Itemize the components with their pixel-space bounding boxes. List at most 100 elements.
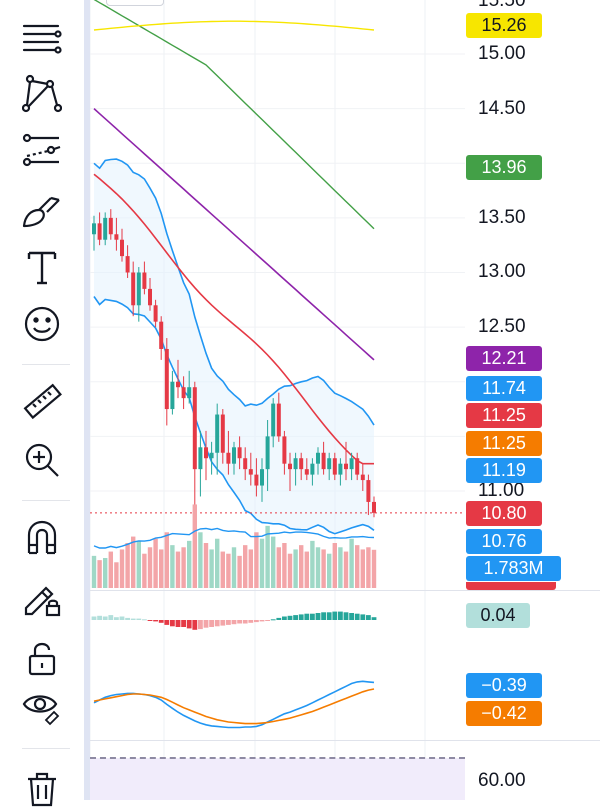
candle-body <box>321 452 326 470</box>
macd-histogram-bar <box>354 613 360 620</box>
candle-body <box>125 256 130 273</box>
volume-bar <box>203 543 209 588</box>
macd-histogram-bar <box>220 620 226 626</box>
price-axis-label: 11.00 <box>478 480 525 501</box>
emoji-icon[interactable] <box>14 302 70 346</box>
toolbar-divider <box>22 364 70 365</box>
price-chart[interactable] <box>90 0 465 800</box>
macd-histogram-bar <box>265 620 270 621</box>
candle-body <box>103 217 108 240</box>
unlock-icon[interactable] <box>14 636 70 680</box>
macd-histogram-bar <box>287 615 293 620</box>
candle-body <box>304 469 309 475</box>
macd-histogram-bar <box>338 611 343 620</box>
macd-histogram-bar <box>371 617 377 620</box>
volume-bar <box>192 504 197 588</box>
bollinger-lower-price-tag: 10.76 <box>466 529 542 554</box>
macd-histogram-bar <box>276 617 282 620</box>
macd-histogram-bar <box>293 615 298 620</box>
pane-divider[interactable] <box>90 590 600 591</box>
volume-bar <box>136 540 141 588</box>
last-price-tag: 10.80 <box>466 501 542 526</box>
candle-body <box>159 321 164 349</box>
magnet-icon[interactable] <box>14 516 70 560</box>
forecasting-tools-icon[interactable] <box>14 128 70 172</box>
ma-purple-line <box>93 108 375 361</box>
volume-bar <box>198 532 203 588</box>
volume-bar <box>371 549 377 588</box>
volume-bar <box>114 562 119 588</box>
price-axis-label: 13.00 <box>478 261 526 282</box>
lock-drawing-icon[interactable] <box>14 576 70 620</box>
candle-body <box>164 348 169 410</box>
macd-histogram-bar <box>125 617 130 620</box>
text-tool-icon[interactable] <box>14 246 70 290</box>
volume-bar <box>170 545 175 588</box>
volume-bar <box>248 549 253 588</box>
volume-bar <box>343 551 349 588</box>
candle-body <box>355 458 360 475</box>
candle-body <box>260 469 264 486</box>
candle-body <box>97 223 102 240</box>
zoom-in-icon[interactable] <box>14 438 70 482</box>
candle-body <box>254 474 259 486</box>
macd-histogram-bar <box>310 613 315 620</box>
ma-yellow-price-tag: 15.26 <box>466 13 542 38</box>
chart-legend-toggle[interactable] <box>106 0 164 6</box>
ma-red-line <box>93 173 374 465</box>
candle-body <box>142 272 147 289</box>
macd-histogram-bar <box>97 615 102 620</box>
volume-bar <box>349 538 354 588</box>
candle-body <box>332 458 337 475</box>
candle-body <box>114 234 119 240</box>
toolbar-edge <box>84 0 90 800</box>
volume-bar <box>315 547 321 588</box>
volume-bar <box>153 538 158 588</box>
volume-bar <box>209 549 214 588</box>
candle-body <box>198 447 203 470</box>
candle-body <box>209 452 214 459</box>
candle-body <box>299 458 304 470</box>
volume-bar <box>91 555 97 588</box>
signal-line <box>93 688 375 725</box>
trend-line-tools-icon[interactable] <box>14 16 70 60</box>
macd-histogram-bar <box>254 620 259 623</box>
macd-histogram-bar <box>248 620 254 623</box>
volume-bar <box>338 547 343 588</box>
pattern-tools-icon[interactable] <box>14 72 70 116</box>
candle-body <box>92 223 96 235</box>
volume-bar <box>231 547 237 588</box>
ma-purple-price-tag: 12.21 <box>466 346 542 371</box>
drawing-toolbar <box>0 0 84 807</box>
macd-histogram-bar <box>158 620 164 623</box>
macd-histogram-bar <box>315 613 321 620</box>
macd-histogram-bar <box>108 615 114 620</box>
volume-bar <box>220 551 225 588</box>
macd-histogram-bar <box>270 619 276 621</box>
volume-bar <box>282 543 287 588</box>
trash-icon[interactable] <box>14 766 70 810</box>
candle-body <box>293 458 298 470</box>
macd-histogram-bar <box>304 613 310 620</box>
eye-icon[interactable] <box>14 684 70 728</box>
ma-red-price-tag: 11.25 <box>466 403 542 428</box>
candle-body <box>344 463 348 470</box>
macd-histogram-bar <box>114 617 119 620</box>
candle-body <box>153 305 158 322</box>
candle-body <box>204 447 208 459</box>
volume-bar <box>310 540 315 588</box>
volume-bar <box>265 525 270 588</box>
volume-bar <box>332 543 337 588</box>
ma-green-price-tag: 13.96 <box>466 155 542 180</box>
candle-body <box>136 272 141 306</box>
volume-bar <box>226 553 231 588</box>
pane-divider[interactable] <box>90 740 600 741</box>
macd-histogram-bar <box>366 615 371 620</box>
macd-histogram-bar <box>237 620 242 624</box>
volume-bar <box>147 547 153 588</box>
candle-body <box>316 452 320 464</box>
volume-bar <box>254 532 259 588</box>
ruler-icon[interactable] <box>14 380 70 424</box>
brush-icon[interactable] <box>14 188 70 232</box>
price-axis-label: 15.00 <box>478 43 526 64</box>
